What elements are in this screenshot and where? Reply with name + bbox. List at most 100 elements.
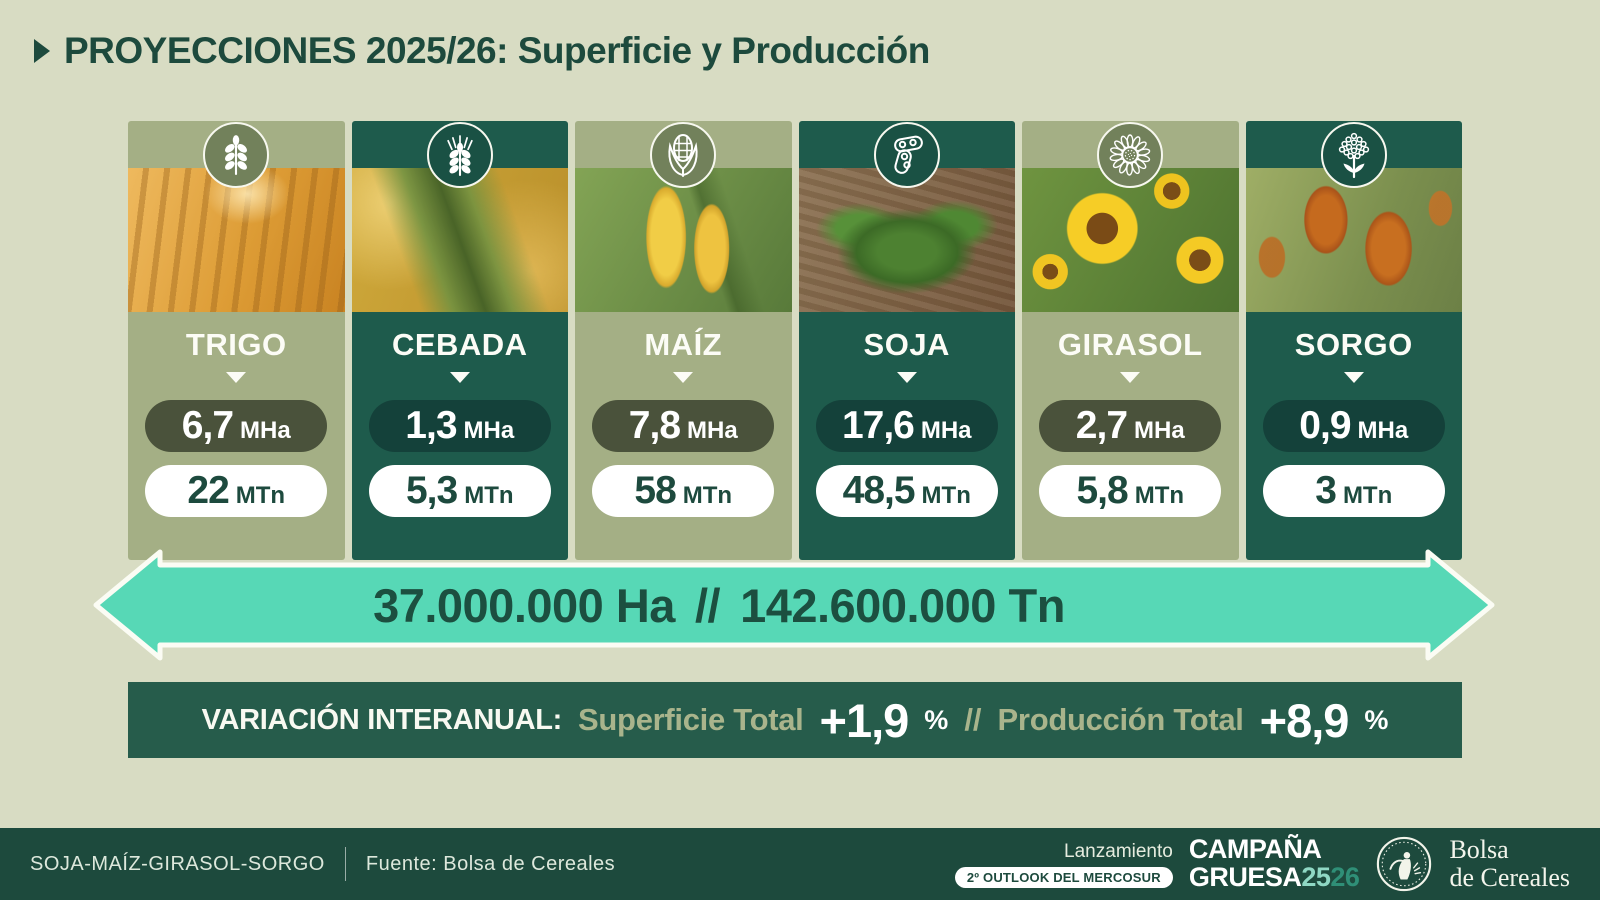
soja-photo — [798, 168, 1015, 312]
launch-label: Lanzamiento — [1064, 840, 1173, 862]
variation-separator: // — [964, 702, 982, 737]
surface-total-label: Superficie Total — [578, 702, 804, 737]
totals-arrow: 37.000.000 Ha // 142.600.000 Tn — [88, 549, 1500, 661]
production-unit: MTn — [464, 482, 514, 509]
sorgo-photo — [1245, 168, 1462, 312]
footer-right: Lanzamiento 2º OUTLOOK DEL MERCOSUR CAMP… — [954, 834, 1570, 893]
crop-name: TRIGO — [185, 327, 287, 362]
surface-total-value: +1,9 — [819, 693, 910, 747]
crop-name: MAÍZ — [644, 327, 723, 362]
maiz-photo — [575, 168, 792, 312]
down-arrow-icon — [226, 372, 247, 383]
footer-divider — [344, 847, 346, 881]
card-soja: SOJA 17,6 MHa 48,5 MTn — [798, 121, 1015, 560]
area-value: 2,7 — [1075, 404, 1128, 447]
page-title-row: PROYECCIONES 2025/26: Superficie y Produ… — [34, 30, 930, 72]
footer-bar: SOJA-MAÍZ-GIRASOL-SORGO Fuente: Bolsa de… — [0, 828, 1600, 900]
card-trigo: TRIGO 6,7 MHa 22 MTn — [128, 121, 345, 560]
logo-line1: Bolsa — [1449, 834, 1509, 864]
card-cebada: CEBADA 1,3 MHa 5,3 MTn — [351, 121, 568, 560]
bolsa-de-cereales-logo — [1377, 836, 1432, 892]
area-unit: MHa — [1134, 417, 1185, 444]
down-arrow-icon — [449, 372, 470, 383]
soybean-icon — [873, 122, 940, 188]
totals-text: 37.000.000 Ha // 142.600.000 Tn — [88, 549, 1500, 661]
campaign-year-25: 25 — [1301, 862, 1331, 892]
totals-separator: // — [694, 578, 721, 632]
footer-crops-text: SOJA-MAÍZ-GIRASOL-SORGO — [30, 852, 325, 875]
production-pill: 3 MTn — [1262, 465, 1445, 517]
wheat-icon — [203, 122, 270, 188]
production-unit: MTn — [921, 482, 971, 509]
production-value: 5,3 — [405, 469, 458, 512]
card-girasol: GIRASOL 2,7 MHa 5,8 MTn — [1022, 121, 1239, 560]
production-unit: MTn — [1134, 482, 1185, 509]
production-unit: MTn — [1342, 482, 1393, 509]
variation-banner: VARIACIÓN INTERANUAL: Superficie Total +… — [128, 682, 1462, 758]
production-pill: 48,5 MTn — [815, 465, 998, 517]
production-value: 5,8 — [1076, 469, 1128, 512]
footer-source-text: Fuente: Bolsa de Cereales — [365, 852, 616, 875]
barley-icon — [426, 122, 493, 188]
total-area: 37.000.000 Ha — [373, 578, 675, 632]
crop-name: GIRASOL — [1057, 327, 1203, 362]
area-value: 6,7 — [181, 404, 234, 447]
production-pill: 5,3 MTn — [368, 465, 551, 517]
card-maiz: MAÍZ 7,8 MHa 58 MTn — [575, 121, 792, 560]
down-arrow-icon — [1120, 372, 1141, 383]
production-value: 58 — [634, 469, 676, 512]
area-unit: MHa — [1357, 417, 1409, 444]
production-pill: 5,8 MTn — [1039, 465, 1222, 517]
production-value: 22 — [187, 469, 229, 512]
sunflower-icon — [1097, 122, 1164, 188]
production-total-label: Producción Total — [997, 702, 1244, 737]
corn-icon — [650, 122, 717, 188]
outlook-badge: 2º OUTLOOK DEL MERCOSUR — [954, 866, 1173, 888]
double-arrow-icon — [93, 549, 1495, 661]
card-sorgo: SORGO 0,9 MHa 3 MTn — [1245, 121, 1462, 560]
variation-label: VARIACIÓN INTERANUAL: — [201, 703, 563, 736]
area-unit: MHa — [463, 417, 515, 444]
down-arrow-icon — [896, 372, 917, 383]
logo-line2: de Cereales — [1449, 863, 1570, 892]
title-bullet-icon — [34, 39, 50, 63]
area-value: 1,3 — [405, 404, 457, 447]
logo-wordmark: Bolsa de Cereales — [1449, 834, 1570, 892]
production-value: 3 — [1315, 469, 1337, 512]
production-unit: MTn — [682, 482, 733, 509]
campaign-year-26: 26 — [1330, 862, 1360, 892]
campaign-line1: CAMPAÑA — [1188, 834, 1322, 865]
down-arrow-icon — [673, 372, 694, 383]
production-pill: 58 MTn — [592, 465, 775, 517]
crop-cards: TRIGO 6,7 MHa 22 MTn — [128, 121, 1462, 560]
crop-name: SORGO — [1294, 327, 1413, 362]
campaign-block: CAMPAÑA GRUESA2526 — [1189, 836, 1360, 891]
down-arrow-icon — [1343, 372, 1364, 383]
area-pill: 1,3 MHa — [368, 400, 551, 452]
area-value: 0,9 — [1299, 404, 1351, 447]
trigo-photo — [128, 168, 345, 312]
surface-total-unit: % — [924, 704, 949, 735]
cebada-photo — [351, 168, 568, 312]
sorghum-icon — [1320, 122, 1387, 188]
production-total-unit: % — [1364, 704, 1389, 735]
page-title: PROYECCIONES 2025/26: Superficie y Produ… — [64, 30, 930, 71]
total-production: 142.600.000 Tn — [740, 578, 1065, 632]
girasol-photo — [1022, 168, 1239, 312]
crop-name: SOJA — [863, 327, 950, 362]
area-pill: 17,6 MHa — [815, 400, 998, 452]
production-total-value: +8,9 — [1259, 693, 1350, 747]
area-unit: MHa — [687, 417, 738, 444]
production-value: 48,5 — [842, 469, 916, 512]
area-pill: 7,8 MHa — [592, 400, 775, 452]
production-pill: 22 MTn — [145, 465, 328, 517]
area-pill: 6,7 MHa — [145, 400, 328, 452]
area-pill: 0,9 MHa — [1262, 400, 1445, 452]
area-unit: MHa — [920, 417, 972, 444]
crop-name: CEBADA — [391, 327, 528, 362]
area-value: 17,6 — [841, 404, 915, 447]
area-pill: 2,7 MHa — [1039, 400, 1222, 452]
area-unit: MHa — [240, 417, 291, 444]
area-value: 7,8 — [628, 404, 681, 447]
